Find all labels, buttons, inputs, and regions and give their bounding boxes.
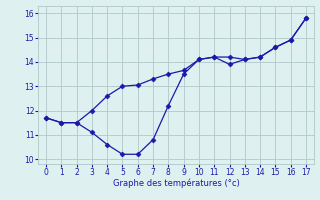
X-axis label: Graphe des températures (°c): Graphe des températures (°c): [113, 179, 239, 188]
